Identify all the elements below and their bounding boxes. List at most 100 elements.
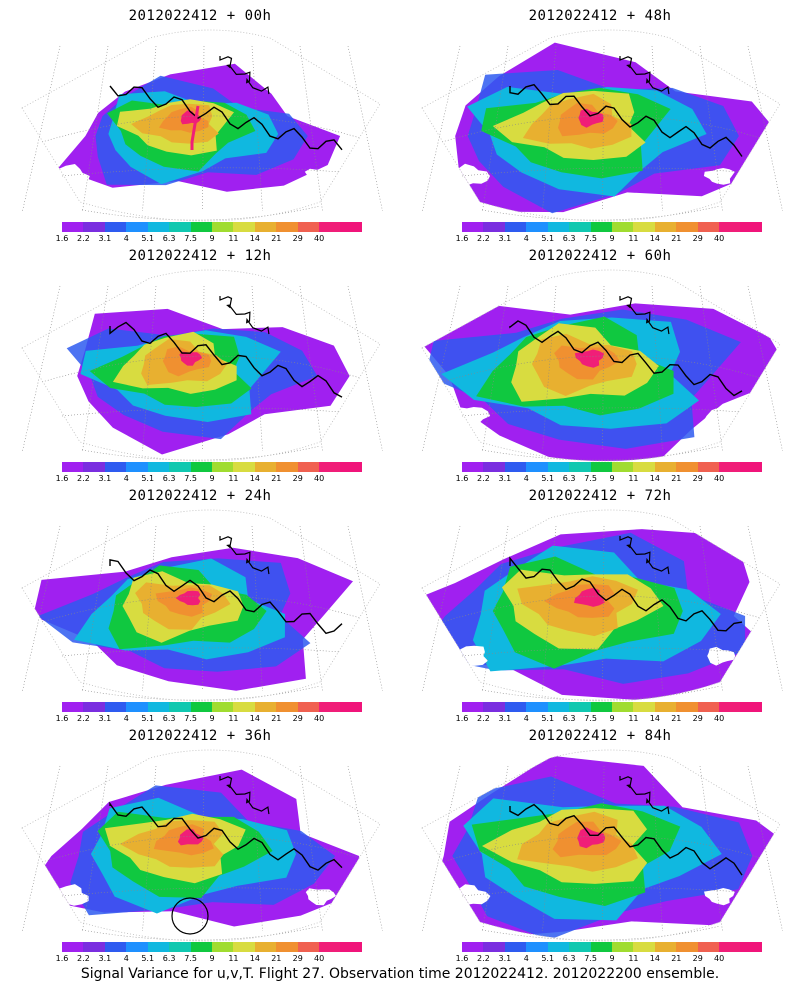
colorbar-tick-label: 9 <box>609 474 615 483</box>
colorbar-segment <box>569 702 591 712</box>
colorbar-tick-label: 14 <box>649 954 660 963</box>
colorbar-tick-label: 11 <box>628 714 639 723</box>
colorbar-segment <box>62 942 84 952</box>
colorbar-segment <box>719 942 741 952</box>
colorbar-tick-label: 29 <box>692 474 703 483</box>
colorbar-segment <box>569 462 591 472</box>
colorbar-segment <box>676 462 698 472</box>
colorbar-segment <box>504 942 527 952</box>
colorbar-tick-label: 6.3 <box>162 714 176 723</box>
colorbar-segment <box>276 222 298 232</box>
colorbar-tick-label: 9 <box>209 714 215 723</box>
colorbar-segment <box>633 702 655 712</box>
map-panel: 2012022412 + 24h 1.6 2.2 3.1 4 5.1 6.3 7.5 9 11 14… <box>0 480 400 723</box>
colorbar-tick-label: 3.1 <box>98 954 112 963</box>
colorbar-segment <box>276 702 298 712</box>
colorbar-segment <box>654 462 677 472</box>
colorbar-segment <box>126 942 148 952</box>
colorbar-tick-label: 7.5 <box>184 234 197 243</box>
colorbar-tick-label: 9 <box>609 714 615 723</box>
colorbar-tick-labels: 1.6 2.2 3.1 4 5.1 6.3 7.5 9 11 14 21 29 40 <box>56 714 362 724</box>
colorbar-segment <box>504 222 527 232</box>
colorbar-segment <box>547 222 570 232</box>
colorbar-segment <box>504 462 527 472</box>
colorbar-tick-label: 1.6 <box>455 714 469 723</box>
colorbar-segment <box>719 222 741 232</box>
colorbar-tick-label: 6.3 <box>162 234 176 243</box>
colorbar-tick-label: 1.6 <box>455 954 469 963</box>
colorbar-tick-label: 29 <box>692 714 703 723</box>
colorbar-tick-label: 1.6 <box>55 474 69 483</box>
colorbar-tick-label: 5.1 <box>141 234 155 243</box>
colorbar-segment <box>654 222 677 232</box>
colorbar-tick-label: 21 <box>271 234 282 243</box>
map-panel: 2012022412 + 60h 1.6 2.2 3.1 4 5.1 6.3 7.5 9 11 14… <box>400 240 800 483</box>
colorbar-tick-label: 2.2 <box>77 954 90 963</box>
colorbar-segment <box>169 462 191 472</box>
colorbar-tick-label: 2.2 <box>77 714 90 723</box>
colorbar-tick-labels: 1.6 2.2 3.1 4 5.1 6.3 7.5 9 11 14 21 29 40 <box>456 714 762 724</box>
colorbar-segment <box>147 222 170 232</box>
colorbar-tick-label: 4 <box>123 474 129 483</box>
panel-title: 2012022412 + 36h <box>128 728 272 744</box>
colorbar-segment <box>297 222 320 232</box>
colorbar-tick-label: 40 <box>714 714 725 723</box>
colorbar-segment <box>211 462 234 472</box>
colorbar <box>62 462 362 472</box>
colorbar-tick-label: 14 <box>249 954 260 963</box>
colorbar-tick-label: 29 <box>292 234 303 243</box>
colorbar-segment <box>340 222 362 232</box>
colorbar-tick-label: 4 <box>523 474 529 483</box>
colorbar-tick-label: 11 <box>228 234 239 243</box>
colorbar-tick-label: 21 <box>671 474 682 483</box>
colorbar-tick-label: 21 <box>271 714 282 723</box>
colorbar-segment <box>611 222 634 232</box>
variance-field <box>53 308 350 455</box>
variance-field <box>23 769 360 927</box>
colorbar-tick-label: 1.6 <box>455 234 469 243</box>
colorbar-segment <box>147 702 170 712</box>
colorbar-tick-label: 29 <box>692 234 703 243</box>
colorbar-segment <box>169 222 191 232</box>
flight-track <box>190 105 200 150</box>
colorbar-segment <box>740 702 762 712</box>
colorbar-segment <box>254 702 277 712</box>
colorbar-segment <box>676 702 698 712</box>
colorbar-segment <box>254 942 277 952</box>
colorbar-tick-label: 4 <box>523 234 529 243</box>
colorbar-segment <box>319 222 341 232</box>
panel-title: 2012022412 + 60h <box>528 248 672 264</box>
colorbar-tick-label: 1.6 <box>55 954 69 963</box>
colorbar-tick-label: 3.1 <box>98 234 112 243</box>
colorbar-segment <box>233 702 255 712</box>
colorbar-segment <box>740 222 762 232</box>
colorbar-segment <box>697 462 720 472</box>
colorbar-segment <box>654 702 677 712</box>
colorbar-tick-labels: 1.6 2.2 3.1 4 5.1 6.3 7.5 9 11 14 21 29 40 <box>456 474 762 484</box>
colorbar-segment <box>169 942 191 952</box>
colorbar-tick-label: 11 <box>228 954 239 963</box>
colorbar-tick-label: 6.3 <box>162 954 176 963</box>
colorbar <box>62 702 362 712</box>
colorbar-segment <box>276 462 298 472</box>
panel-title: 2012022412 + 84h <box>528 728 672 744</box>
colorbar-segment <box>62 462 84 472</box>
colorbar-tick-label: 14 <box>649 474 660 483</box>
colorbar-tick-label: 7.5 <box>584 954 597 963</box>
colorbar-tick-label: 11 <box>628 234 639 243</box>
colorbar-tick-label: 5.1 <box>541 474 555 483</box>
colorbar-tick-label: 4 <box>123 714 129 723</box>
map-panel: 2012022412 + 12h 1.6 2.2 3.1 4 5.1 6.3 7.5 9 11 14… <box>0 240 400 483</box>
colorbar-segment <box>169 702 191 712</box>
colorbar-tick-label: 29 <box>292 474 303 483</box>
colorbar-segment <box>740 462 762 472</box>
variance-field <box>422 529 780 701</box>
colorbar-segment <box>233 462 255 472</box>
colorbar-tick-label: 21 <box>271 474 282 483</box>
colorbar-segment <box>676 222 698 232</box>
colorbar-segment <box>190 702 212 712</box>
colorbar-segment <box>504 702 527 712</box>
colorbar-segment <box>483 462 505 472</box>
colorbar-segment <box>211 942 234 952</box>
colorbar-segment <box>126 462 148 472</box>
